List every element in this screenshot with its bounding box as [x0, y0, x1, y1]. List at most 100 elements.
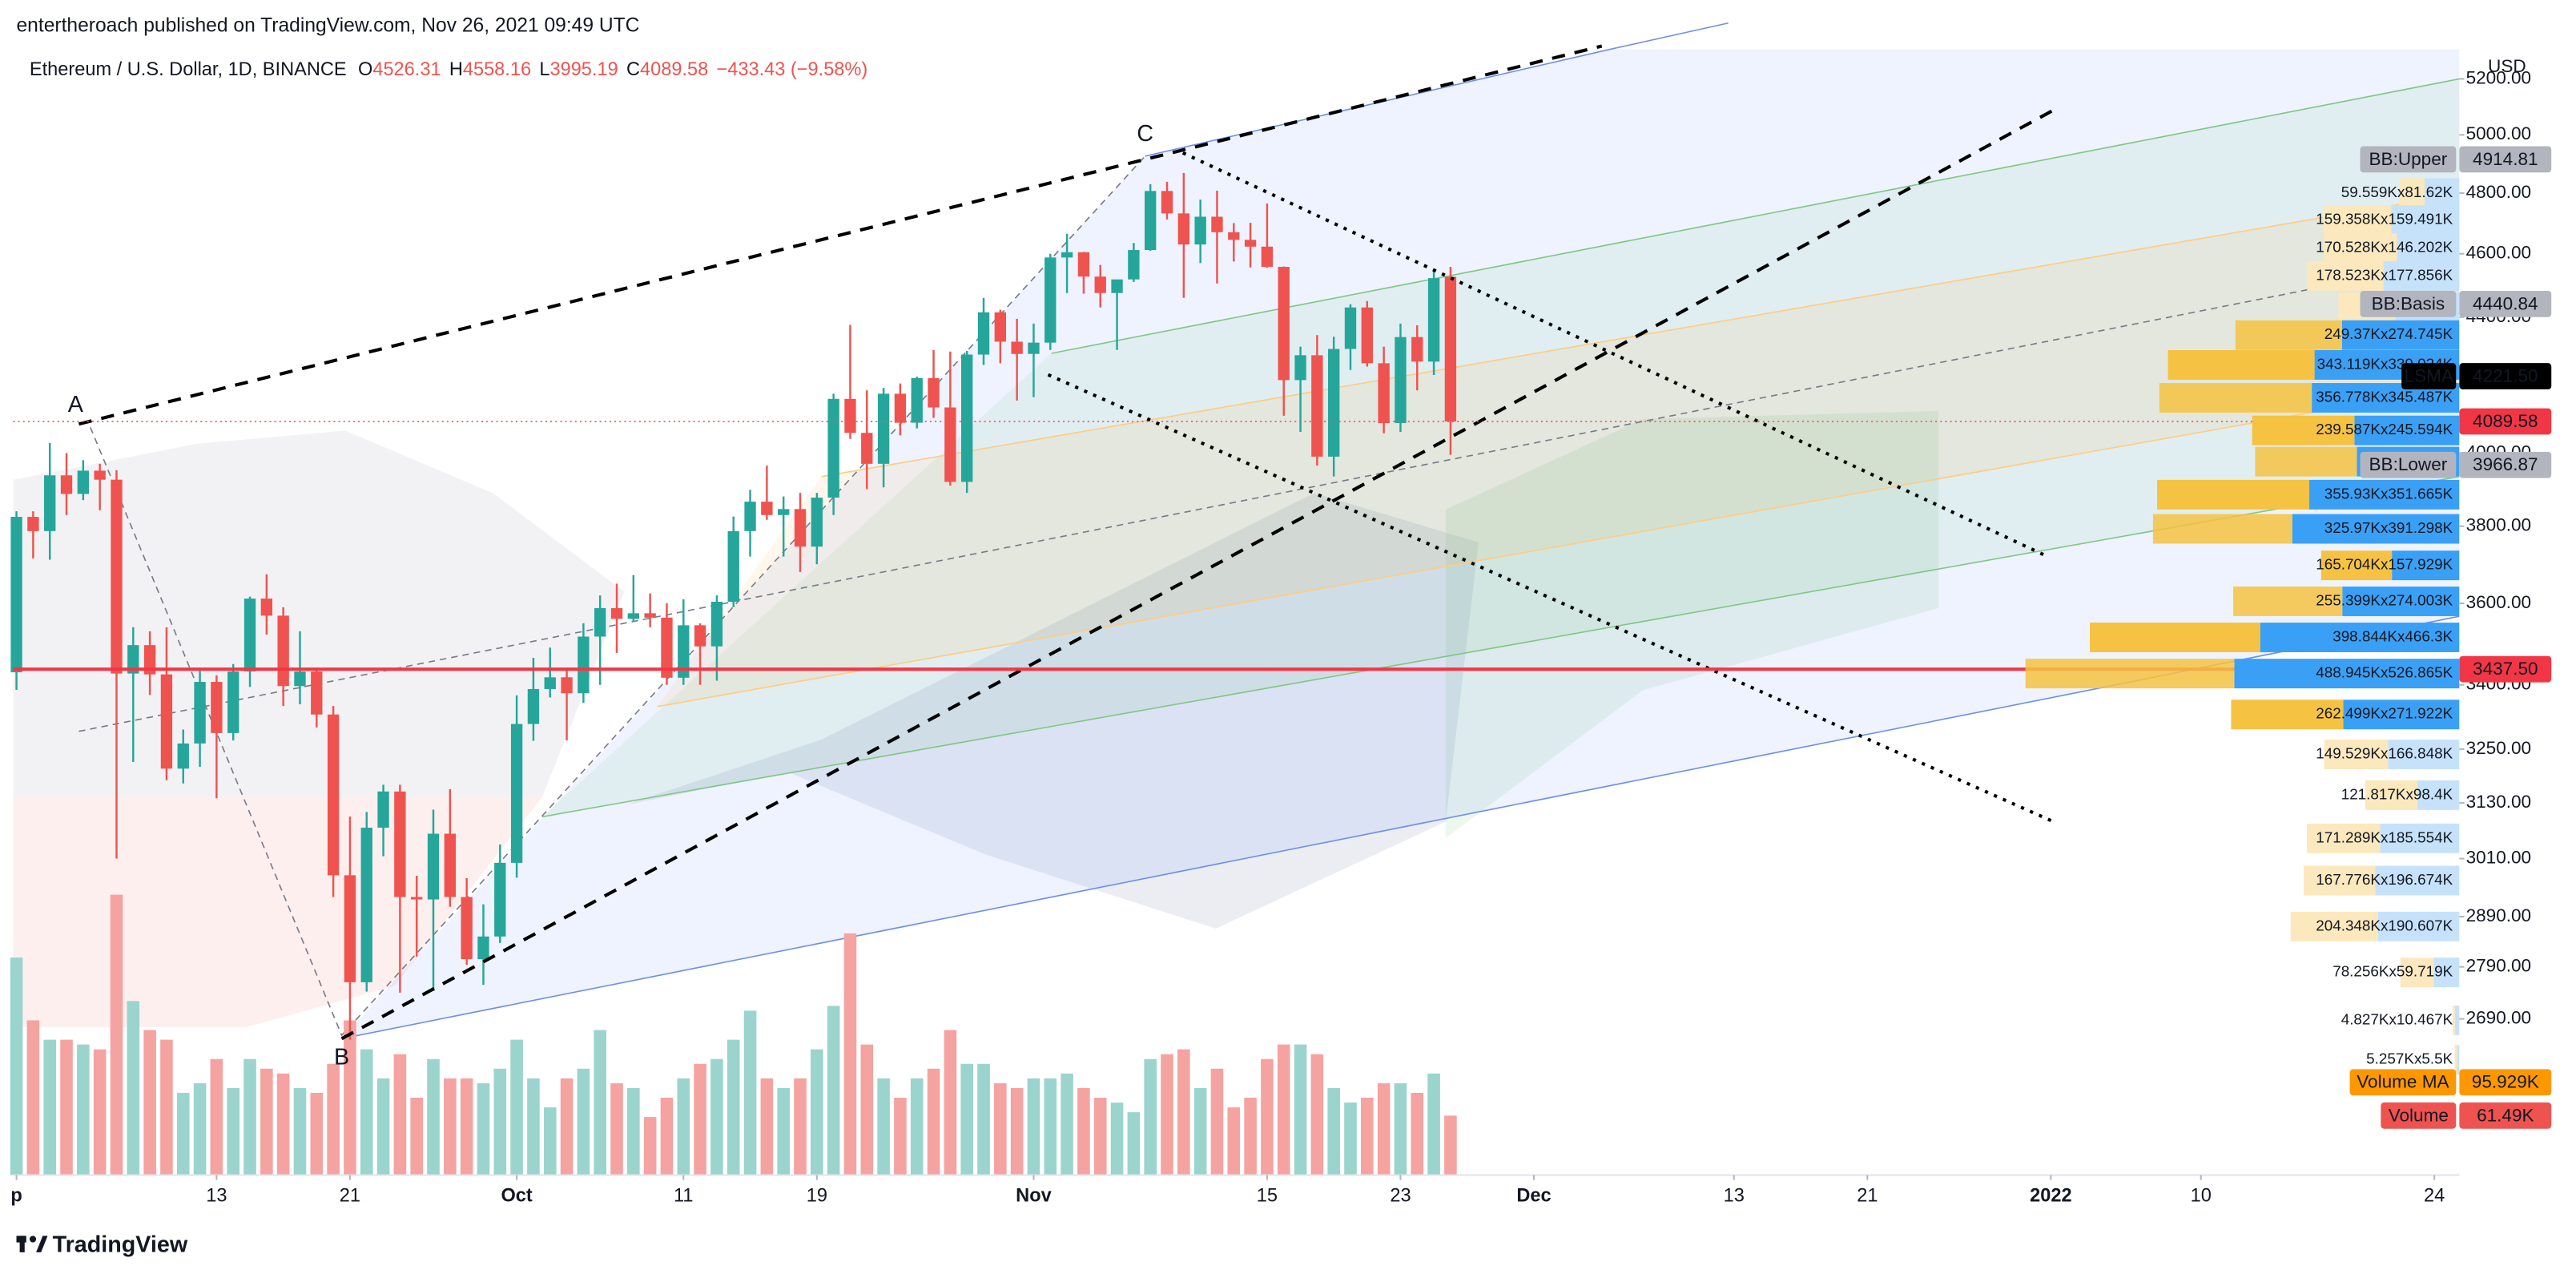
- volume-bar: [1210, 1068, 1224, 1175]
- volume-bar: [376, 1078, 390, 1175]
- badge-name: LSMA: [2405, 365, 2453, 385]
- candle-body: [44, 475, 56, 531]
- badge-name: BB:Lower: [2369, 454, 2448, 474]
- profile-bar: [2260, 623, 2460, 652]
- profile-bar: [2324, 233, 2397, 264]
- candle-body: [244, 599, 256, 672]
- volume-bar: [493, 1068, 507, 1175]
- candle-body: [977, 312, 990, 355]
- candle-body: [944, 407, 956, 482]
- candle-body: [961, 354, 973, 482]
- profile-bar: [2377, 911, 2460, 941]
- ohlc-key: L: [539, 58, 549, 79]
- volume-bar: [627, 1087, 640, 1175]
- candle-body: [277, 615, 289, 687]
- volume-bar: [344, 1020, 356, 1175]
- point-label: A: [68, 392, 84, 417]
- y-tick-label: 3250.00: [2466, 738, 2532, 758]
- logo-mark: [19, 1236, 25, 1252]
- volume-bar: [1110, 1103, 1124, 1175]
- candle-body: [1344, 307, 1357, 349]
- volume-bar: [60, 1039, 73, 1175]
- volume-bar: [527, 1078, 540, 1175]
- profile-label: 325.97Kx391.298K: [2324, 519, 2453, 536]
- candle-body: [1278, 267, 1290, 381]
- x-tick-label: Oct: [501, 1184, 532, 1205]
- volume-bar: [1344, 1103, 1357, 1175]
- candle-body: [1327, 349, 1340, 457]
- profile-bar: [2341, 320, 2460, 350]
- volume-bar: [727, 1039, 740, 1175]
- volume-bar: [610, 1082, 623, 1175]
- candle-body: [494, 862, 506, 937]
- x-tick-label: 15: [1257, 1184, 1278, 1205]
- volume-bar: [1294, 1044, 1307, 1175]
- volume-bar: [1277, 1044, 1290, 1175]
- volume-bar: [1361, 1097, 1374, 1175]
- candle-body: [1361, 307, 1373, 364]
- profile-bar: [2167, 349, 2315, 380]
- cloud: [624, 493, 1479, 929]
- badge-name-box: [2401, 363, 2457, 389]
- cloud: [13, 796, 542, 1027]
- badge-value-box: [2459, 1102, 2552, 1129]
- candle-body: [344, 875, 356, 982]
- volume-bar: [1044, 1078, 1057, 1175]
- point-label: C: [1137, 121, 1153, 147]
- volume-bar: [360, 1049, 373, 1175]
- median-line: [78, 259, 2460, 732]
- candle-body: [1294, 355, 1306, 381]
- volume-bar: [594, 1030, 606, 1175]
- badge-value: 3966.87: [2473, 454, 2538, 474]
- volume-bar: [276, 1073, 290, 1175]
- candle-body: [578, 636, 590, 694]
- profile-label: 167.776Kx196.674K: [2316, 871, 2453, 888]
- volume-bar: [1077, 1087, 1090, 1175]
- x-tick-label: 13: [206, 1184, 227, 1205]
- profile-label: 5.257Kx5.5K: [2366, 1050, 2453, 1067]
- profile-label: 149.529Kx166.848K: [2316, 745, 2453, 762]
- volume-bar: [10, 958, 23, 1175]
- dotted-line: [1181, 151, 2047, 558]
- drawings: A B C: [13, 44, 2460, 1070]
- profile-bar: [2392, 550, 2460, 581]
- profile-bar: [2388, 740, 2460, 770]
- x-tick-label: Dec: [1516, 1184, 1551, 1205]
- abc-path: [90, 155, 1146, 1037]
- trendline: [78, 44, 1603, 426]
- candle-body: [778, 509, 790, 515]
- candle-body: [678, 625, 690, 678]
- candle-body: [94, 470, 106, 480]
- volume-bar: [1061, 1073, 1073, 1175]
- volume-bar: [176, 1092, 190, 1175]
- candle-body: [727, 530, 739, 602]
- volume-bar: [210, 1058, 223, 1175]
- ohlc-value: 4526.31: [372, 58, 441, 79]
- candle-body: [527, 688, 540, 724]
- volume-bar: [410, 1097, 423, 1175]
- point-label: B: [334, 1044, 349, 1070]
- profile-bar: [2383, 260, 2460, 291]
- candle-body: [394, 791, 406, 897]
- pitchfork-band: [341, 49, 2460, 1039]
- badge-value-box: [2459, 451, 2552, 478]
- badge-name: Volume MA: [2357, 1072, 2449, 1092]
- profile-bar: [2453, 1006, 2455, 1036]
- candle-body: [894, 393, 907, 423]
- footer-logo: [16, 1236, 48, 1252]
- ohlc-value: 4089.58: [640, 58, 708, 79]
- y-tick-label: 2790.00: [2466, 956, 2532, 976]
- candle-body: [1094, 276, 1106, 293]
- candle-body: [1311, 355, 1323, 457]
- profile-bar: [2343, 699, 2460, 730]
- profile-bar: [2354, 415, 2460, 445]
- volume-bar: [510, 1039, 523, 1175]
- candle-body: [1077, 252, 1090, 277]
- profile-label: 398.844Kx466.3K: [2332, 627, 2453, 644]
- candle-body: [644, 613, 656, 618]
- badge-value: 61.49K: [2477, 1105, 2534, 1125]
- profile-bar: [2433, 958, 2460, 988]
- profile-bar: [2307, 260, 2384, 291]
- candle-body: [143, 645, 156, 675]
